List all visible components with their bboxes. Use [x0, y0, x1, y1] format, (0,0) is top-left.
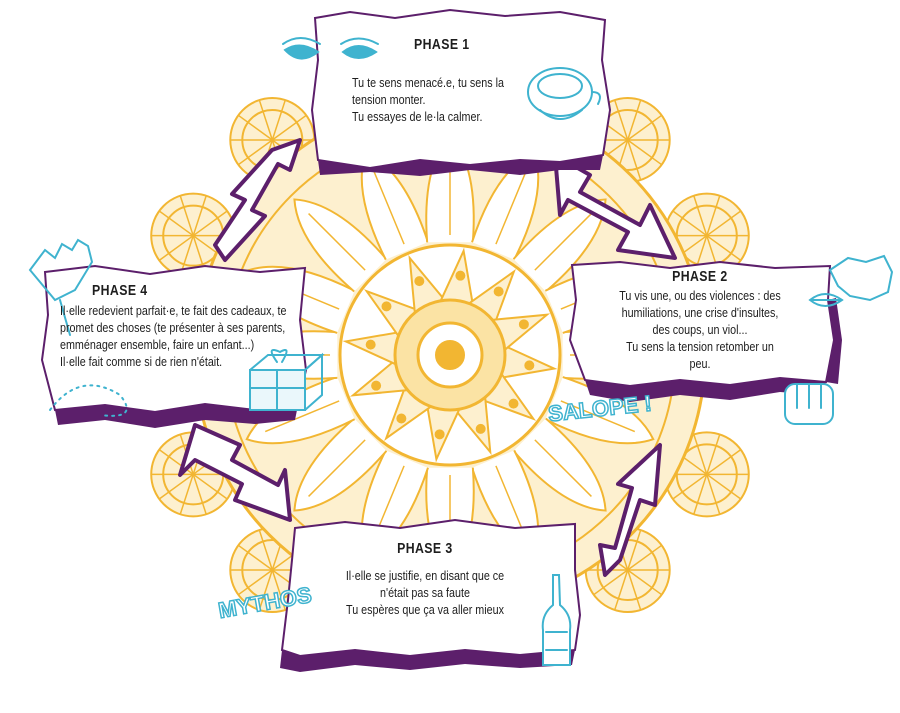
- phase-1-line: Tu essayes de le·la calmer.: [352, 110, 483, 124]
- phase-3-title: PHASE 3: [397, 540, 453, 557]
- phase-1-line: Tu te sens menacé.e, tu sens la: [352, 76, 504, 90]
- cycle-arrow-icon: [178, 138, 677, 577]
- phase-2-paper: [568, 260, 842, 402]
- phase-3-line: n'était pas sa faute: [380, 586, 470, 600]
- mandala-petal-vein: [372, 169, 405, 245]
- mandala-dot: [518, 319, 529, 330]
- mandala-dot: [475, 423, 486, 434]
- mandala-inner-petal: [454, 397, 492, 456]
- mandala-dot: [524, 360, 535, 371]
- phase-2-line: des coups, un viol...: [652, 323, 748, 337]
- phase-3-panel: PHASE 3 Il·elle se justifie, en disant q…: [315, 540, 535, 619]
- teacup-icon: [527, 67, 601, 120]
- mandala-dot: [371, 380, 382, 391]
- mandala-dot: [396, 413, 407, 424]
- mandala-dot: [493, 286, 504, 297]
- mandala-petal-vein: [308, 439, 366, 497]
- phase-2-panel: PHASE 2 Tu vis une, ou des violences : d…: [585, 268, 815, 373]
- phase-4-panel: PHASE 4 Il·elle redevient parfait·e, te …: [60, 282, 323, 371]
- fist-icon: [784, 383, 834, 425]
- phase-1-line: tension monter.: [352, 93, 426, 107]
- mandala-petal-vein: [264, 400, 340, 433]
- mandala-petal-vein: [534, 213, 592, 271]
- mandala-dot: [455, 270, 466, 281]
- phase-2-line: Tu vis une, ou des violences : des: [619, 289, 781, 303]
- phase-4-line: promet des choses (te présenter à ses pa…: [60, 321, 286, 335]
- phase-3-text: Il·elle se justifie, en disant que ce n'…: [315, 568, 535, 619]
- phase-2-title: PHASE 2: [672, 268, 728, 285]
- phase-4-title: PHASE 4: [92, 282, 148, 299]
- phase-2-line: humiliations, une crise d'insultes,: [621, 306, 779, 320]
- phase-3-line: Tu espères que ça va aller mieux: [346, 603, 504, 617]
- phase-1-panel: PHASE 1 Tu te sens menacé.e, tu sens la …: [352, 36, 529, 126]
- mandala-petal-vein: [534, 439, 592, 497]
- mandala-dot: [508, 398, 519, 409]
- mandala-dot: [365, 339, 376, 350]
- mandala-petal-vein: [560, 400, 636, 433]
- phase-2-line: peu.: [689, 357, 711, 371]
- mouth-icon: [808, 293, 844, 307]
- mandala-inner-petal: [408, 254, 446, 313]
- mandala-dot: [381, 301, 392, 312]
- waving-hand-icon: [28, 238, 94, 336]
- phase-1-title: PHASE 1: [414, 36, 470, 53]
- phase-4-line: Il·elle fait comme si de rien n'était.: [60, 355, 223, 369]
- phase-1-text: Tu te sens menacé.e, tu sens la tension …: [352, 75, 529, 126]
- phase-3-paper: [280, 518, 582, 672]
- phase-2-text: Tu vis une, ou des violences : des humil…: [585, 288, 815, 373]
- phase-2-line: Tu sens la tension retomber un: [626, 340, 774, 354]
- mandala-petal-vein: [495, 169, 528, 245]
- phase-4-text: Il·elle redevient parfait·e, te fait des…: [60, 303, 323, 371]
- speech-bubble-icon: [828, 254, 894, 302]
- gift-box-icon: [249, 349, 325, 411]
- dotted-chain-doodle: [49, 384, 128, 417]
- mandala-inner-petal: [492, 313, 551, 351]
- phase-4-line: emménager ensemble, faire un enfant...): [60, 338, 255, 352]
- mandala-dot: [414, 276, 425, 287]
- mandala-inner-petal: [349, 359, 408, 397]
- phase-3-line: Il·elle se justifie, en disant que ce: [345, 569, 505, 583]
- mandala-petal-vein: [308, 213, 366, 271]
- mandala-dot: [434, 429, 445, 440]
- eyes-icon: [282, 37, 379, 60]
- bottle-icon: [541, 574, 572, 666]
- phase-1-paper: [310, 8, 612, 176]
- phase-4-line: Il·elle redevient parfait·e, te fait des…: [60, 304, 287, 318]
